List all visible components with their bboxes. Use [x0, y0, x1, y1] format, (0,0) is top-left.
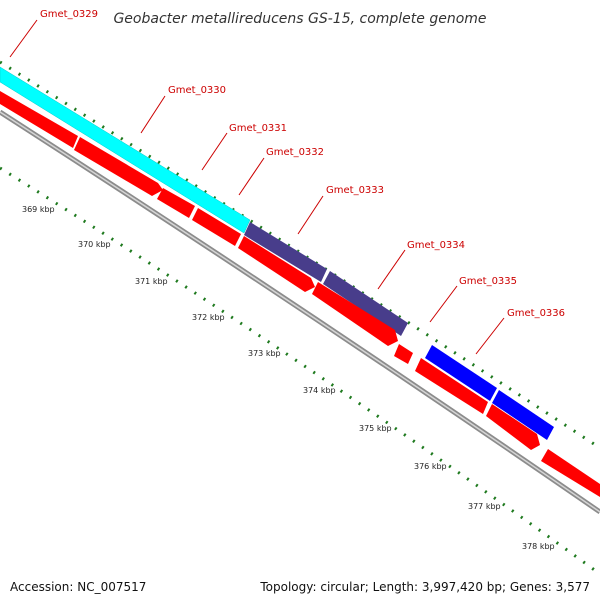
map-title: Geobacter metallireducens GS-15, complet… — [113, 11, 486, 27]
cds-red-9[interactable] — [486, 404, 540, 450]
feature-slate-1[interactable] — [244, 222, 327, 282]
genome-info-text: Topology: circular; Length: 3,997,420 bp… — [260, 580, 590, 594]
gene-label-gmet-0334[interactable]: Gmet_0334 — [407, 240, 465, 251]
leader-gmet-0334 — [377, 249, 406, 290]
cds-red-3[interactable] — [157, 188, 195, 218]
leader-gmet-0329 — [9, 19, 38, 58]
gene-label-gmet-0329[interactable]: Gmet_0329 — [40, 9, 98, 20]
feature-slate-2[interactable] — [323, 271, 408, 336]
kbp-label-370: 370 kbp — [78, 240, 111, 249]
kbp-label-378: 378 kbp — [522, 542, 555, 551]
feature-blue-1[interactable] — [425, 345, 497, 401]
leader-gmet-0333 — [297, 195, 324, 235]
scale-tick-track — [0, 166, 600, 576]
kbp-label-372: 372 kbp — [192, 313, 225, 322]
leader-gmet-0331 — [201, 132, 228, 171]
gene-label-gmet-0332[interactable]: Gmet_0332 — [266, 147, 324, 158]
feature-cyan[interactable] — [0, 66, 251, 234]
kbp-label-371: 371 kbp — [135, 277, 168, 286]
cds-red-5[interactable] — [238, 236, 315, 292]
gene-label-gmet-0330[interactable]: Gmet_0330 — [168, 85, 226, 96]
gene-label-gmet-0331[interactable]: Gmet_0331 — [229, 123, 287, 134]
cds-red-8[interactable] — [415, 358, 488, 414]
leader-gmet-0330 — [140, 95, 166, 134]
leader-gmet-0336 — [475, 317, 505, 355]
kbp-label-377: 377 kbp — [468, 502, 501, 511]
leader-gmet-0332 — [238, 157, 265, 196]
cds-red-4[interactable] — [192, 208, 241, 246]
cds-red-1[interactable] — [0, 91, 78, 148]
kbp-label-369: 369 kbp — [22, 205, 55, 214]
kbp-label-373: 373 kbp — [248, 349, 281, 358]
cds-red-2[interactable] — [74, 137, 163, 196]
outer-tick-track — [0, 60, 600, 450]
genome-backbone-highlight — [0, 111, 600, 513]
gene-label-gmet-0335[interactable]: Gmet_0335 — [459, 276, 517, 287]
cds-red-7[interactable] — [394, 344, 413, 364]
kbp-label-376: 376 kbp — [414, 462, 447, 471]
gene-label-gmet-0336[interactable]: Gmet_0336 — [507, 308, 565, 319]
accession-text: Accession: NC_007517 — [10, 580, 147, 594]
kbp-label-374: 374 kbp — [303, 386, 336, 395]
cds-red-6[interactable] — [312, 282, 398, 346]
gene-label-gmet-0333[interactable]: Gmet_0333 — [326, 185, 384, 196]
cds-red-10[interactable] — [541, 449, 600, 497]
feature-blue-2[interactable] — [492, 390, 554, 440]
leader-gmet-0335 — [429, 285, 458, 323]
kbp-label-375: 375 kbp — [359, 424, 392, 433]
